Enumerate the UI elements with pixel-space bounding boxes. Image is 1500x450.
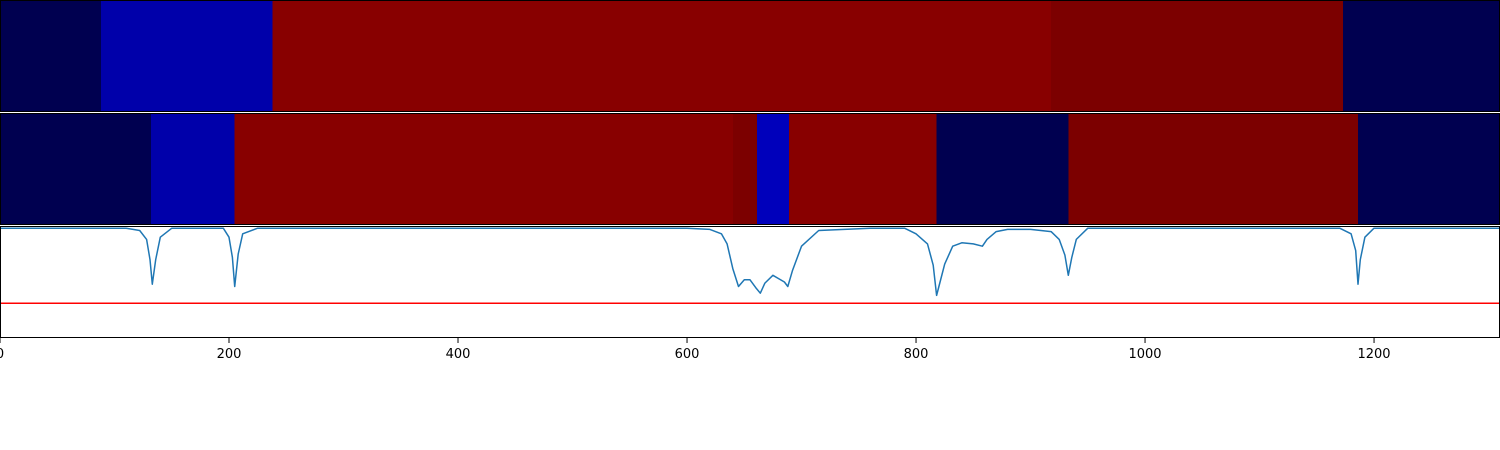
- heatmap-segment: [100, 0, 274, 112]
- heatmap-segment: [0, 0, 102, 112]
- heatmap-segment: [788, 113, 938, 225]
- heatmap-segment: [1068, 113, 1359, 225]
- x-tick-label: 0: [0, 347, 4, 362]
- line-panel: [0, 226, 1500, 338]
- heatmap-segment: [234, 113, 734, 225]
- x-tick-label: 200: [217, 347, 242, 362]
- heatmap-row-2: [0, 113, 1500, 225]
- series-line: [0, 227, 1500, 297]
- heatmap-segment: [1051, 0, 1344, 112]
- x-tick-label: 1000: [1128, 347, 1161, 362]
- heatmap-segment: [732, 113, 758, 225]
- heatmap-segment: [756, 113, 790, 225]
- heatmap-segment: [151, 113, 236, 225]
- line-panel-background: [0, 226, 1500, 338]
- heatmap-segment: [0, 113, 152, 225]
- heatmap-segment: [272, 0, 1052, 112]
- x-tick-label: 600: [675, 347, 700, 362]
- x-axis: 0 200 400 600 800 1000 1200: [0, 338, 1391, 362]
- x-tick-label: 800: [904, 347, 929, 362]
- heatmap-segment: [936, 113, 1069, 225]
- heatmap-segment: [1358, 113, 1500, 225]
- heatmap-segment: [1343, 0, 1500, 112]
- x-tick-label: 1200: [1357, 347, 1390, 362]
- heatmap-row-1: [0, 0, 1500, 112]
- x-tick-label: 400: [446, 347, 471, 362]
